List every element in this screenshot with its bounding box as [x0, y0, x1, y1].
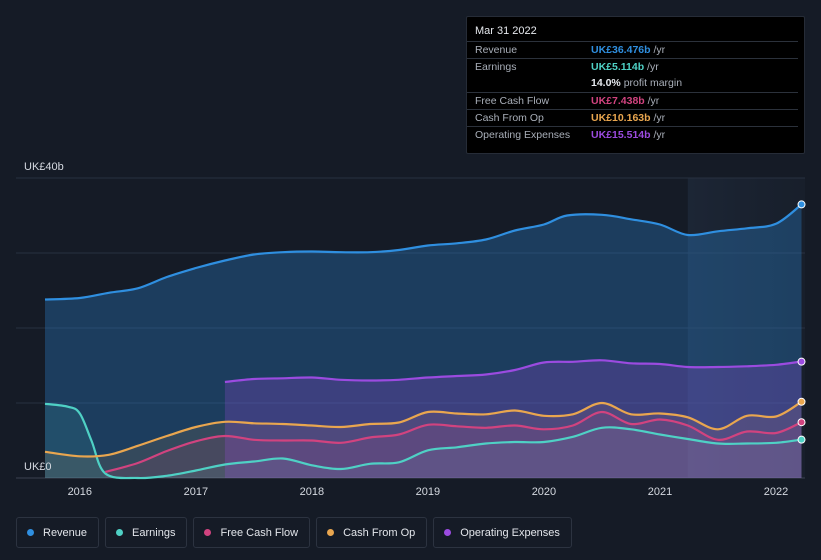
chart-legend: Revenue Earnings Free Cash Flow Cash From O…: [16, 517, 572, 548]
operating-expenses-end-point: [797, 357, 806, 366]
x-tick-label: 2022: [764, 486, 788, 498]
earnings-line: [44, 402, 802, 480]
earnings-area: [45, 403, 802, 479]
legend-dot-icon: [444, 529, 452, 536]
revenue-line: [44, 203, 803, 301]
legend-dot-icon: [204, 529, 212, 536]
earnings-end-point: [797, 435, 806, 444]
y-axis-min-label: UK£0: [24, 461, 52, 473]
x-tick-label: 2016: [68, 486, 92, 498]
cash-from-op-end-point: [797, 397, 806, 406]
legend-label: Free Cash Flow: [220, 526, 299, 539]
tooltip-label: Free Cash Flow: [475, 95, 550, 107]
tooltip-row: 14.0% profit margin: [467, 75, 798, 92]
tooltip-row: Operating Expenses UK£15.514b /yr: [467, 126, 798, 144]
legend-dot-icon: [27, 529, 34, 536]
tooltip-value: 14.0% profit margin: [591, 77, 683, 89]
data-tooltip: Mar 31 2022 Revenue UK£36.476b /yr Earning…: [466, 16, 805, 154]
tooltip-value: UK£10.163b /yr: [591, 112, 666, 124]
tooltip-row: Earnings UK£5.114b /yr: [467, 58, 798, 76]
tooltip-unit: /yr: [650, 129, 666, 141]
operating-expenses-line: [224, 359, 802, 384]
legend-label: Earnings: [132, 526, 176, 539]
revenue-end-point: [797, 200, 806, 209]
x-tick-label: 2020: [532, 486, 556, 498]
y-axis-max-label: UK£40b: [24, 161, 64, 173]
free-cash-flow-end-point: [797, 418, 806, 427]
tooltip-unit: /yr: [644, 95, 660, 107]
legend-item-operating-expenses[interactable]: Operating Expenses: [433, 517, 572, 548]
legend-label: Cash From Op: [343, 526, 416, 539]
x-tick-label: 2018: [300, 486, 324, 498]
tooltip-unit: /yr: [650, 112, 666, 124]
tooltip-row: Revenue UK£36.476b /yr: [467, 41, 798, 59]
tooltip-label: Revenue: [475, 44, 518, 56]
legend-item-cash-from-op[interactable]: Cash From Op: [316, 517, 428, 548]
tooltip-label: Cash From Op: [475, 112, 544, 124]
tooltip-date: Mar 31 2022: [475, 25, 537, 37]
tooltip-unit: /yr: [644, 61, 659, 73]
cash-from-op-area: [45, 401, 802, 478]
legend-item-earnings[interactable]: Earnings: [105, 517, 188, 548]
free-cash-flow-line: [105, 410, 802, 474]
legend-dot-icon: [327, 529, 335, 536]
tooltip-unit: /yr: [650, 44, 666, 56]
legend-label: Revenue: [43, 526, 88, 539]
tooltip-row: Cash From Op UK£10.163b /yr: [467, 109, 798, 127]
tooltip-label: Operating Expenses: [475, 129, 571, 141]
legend-item-revenue[interactable]: Revenue: [16, 517, 100, 548]
x-tick-label: 2019: [416, 486, 440, 498]
legend-dot-icon: [116, 529, 124, 536]
tooltip-unit: profit margin: [620, 77, 683, 89]
tooltip-value: UK£36.476b /yr: [591, 44, 666, 56]
tooltip-label: Earnings: [475, 61, 517, 73]
tooltip-value: UK£7.438b /yr: [591, 95, 660, 107]
x-tick-label: 2017: [184, 486, 208, 498]
revenue-area: [45, 204, 802, 478]
tooltip-row: Free Cash Flow UK£7.438b /yr: [467, 92, 798, 110]
cash-from-op-line: [44, 400, 803, 458]
legend-label: Operating Expenses: [460, 526, 560, 539]
tooltip-value: UK£5.114b /yr: [591, 61, 659, 73]
x-tick-label: 2021: [648, 486, 672, 498]
tooltip-value: UK£15.514b /yr: [591, 129, 666, 141]
operating-expenses-area: [224, 360, 802, 478]
legend-item-free-cash-flow[interactable]: Free Cash Flow: [193, 517, 311, 548]
